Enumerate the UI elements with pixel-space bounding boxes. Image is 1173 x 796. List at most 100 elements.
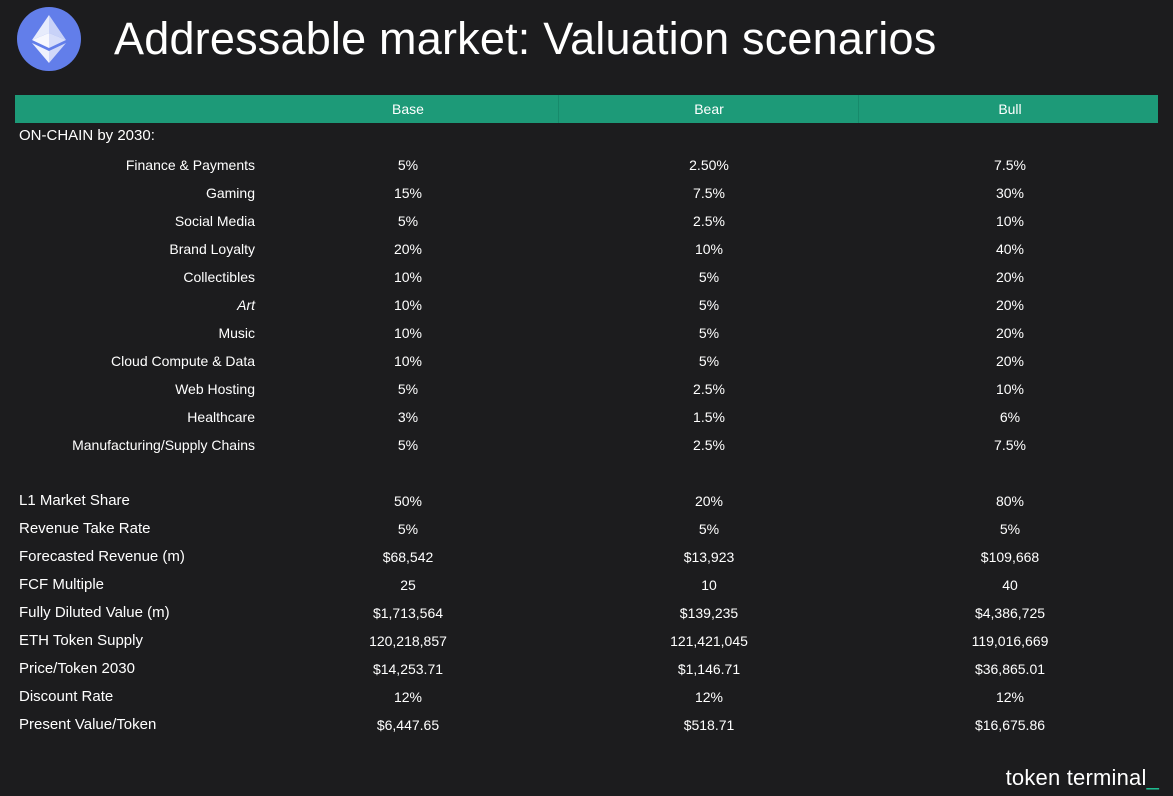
table-row: Finance & Payments 5% 2.50% 7.5% — [0, 151, 1173, 179]
brand-cursor: _ — [1146, 765, 1159, 790]
cell-base: 15% — [393, 185, 423, 201]
row-label: Brand Loyalty — [169, 241, 255, 257]
cell-base: 5% — [397, 213, 419, 229]
table-row: Price/Token 2030 $14,253.71 $1,146.71 $36,8… — [0, 655, 1173, 683]
cell-base: 12% — [393, 689, 423, 705]
cell-base: 10% — [393, 353, 423, 369]
row-label: Music — [218, 325, 255, 341]
cell-bull: 30% — [995, 185, 1025, 201]
ethereum-icon — [32, 15, 66, 63]
cell-base: 50% — [393, 493, 423, 509]
cell-bull: 10% — [995, 213, 1025, 229]
table-row: Social Media 5% 2.5% 10% — [0, 207, 1173, 235]
cell-bear: 1.5% — [693, 409, 725, 425]
cell-bear: 5% — [698, 325, 720, 341]
cell-base: 10% — [393, 297, 423, 313]
row-label: Present Value/Token — [19, 716, 157, 733]
cell-bear: 121,421,045 — [670, 633, 748, 649]
row-label: Web Hosting — [175, 381, 255, 397]
table-row: Music 10% 5% 20% — [0, 319, 1173, 347]
cell-bull: 7.5% — [994, 157, 1026, 173]
cell-base: 3% — [397, 409, 419, 425]
cell-bear: 12% — [694, 689, 724, 705]
row-label: Art — [237, 297, 255, 313]
cell-bear: 10% — [694, 241, 724, 257]
cell-bull: $16,675.86 — [974, 717, 1046, 733]
cell-bull: 7.5% — [994, 437, 1026, 453]
table-row: Gaming 15% 7.5% 30% — [0, 179, 1173, 207]
cell-bear: 5% — [698, 297, 720, 313]
cell-bull: 12% — [995, 689, 1025, 705]
cell-bear: $1,146.71 — [677, 661, 741, 677]
cell-base: 5% — [397, 381, 419, 397]
table-row: Revenue Take Rate 5% 5% 5% — [0, 515, 1173, 543]
cell-bear: 5% — [698, 269, 720, 285]
cell-bull: 20% — [995, 269, 1025, 285]
table-row: L1 Market Share 50% 20% 80% — [0, 487, 1173, 515]
cell-bull: 5% — [999, 521, 1021, 537]
cell-bear: $518.71 — [683, 717, 735, 733]
table-row: Brand Loyalty 20% 10% 40% — [0, 235, 1173, 263]
cell-base: 120,218,857 — [369, 633, 447, 649]
row-label: Discount Rate — [19, 688, 114, 705]
cell-bull: 20% — [995, 353, 1025, 369]
cell-bull: 20% — [995, 297, 1025, 313]
table-header: Base Bear Bull — [15, 95, 1158, 123]
cell-bear: 2.50% — [689, 157, 729, 173]
column-header-bear: Bear — [694, 101, 724, 117]
cell-base: 10% — [393, 269, 423, 285]
row-label: FCF Multiple — [19, 576, 105, 593]
row-label: Revenue Take Rate — [19, 520, 151, 537]
section-label: ON-CHAIN by 2030: — [19, 127, 155, 144]
cell-base: $6,447.65 — [376, 717, 440, 733]
cell-base: $1,713,564 — [372, 605, 444, 621]
row-label: Healthcare — [187, 409, 255, 425]
row-label: Finance & Payments — [125, 157, 255, 173]
cell-base: $68,542 — [382, 549, 434, 565]
brand-text: token terminal — [1005, 765, 1147, 790]
cell-bear: 5% — [698, 353, 720, 369]
table-row: Present Value/Token $6,447.65 $518.71 $16,6… — [0, 711, 1173, 739]
cell-base: $14,253.71 — [372, 661, 444, 677]
cell-base: 20% — [393, 241, 423, 257]
cell-bull: $109,668 — [980, 549, 1040, 565]
row-label: Cloud Compute & Data — [111, 353, 255, 369]
table-row: Discount Rate 12% 12% 12% — [0, 683, 1173, 711]
cell-base: 10% — [393, 325, 423, 341]
row-label: Collectibles — [183, 269, 255, 285]
cell-bear: $139,235 — [679, 605, 739, 621]
table-row: Healthcare 3% 1.5% 6% — [0, 403, 1173, 431]
cell-base: 5% — [397, 437, 419, 453]
cell-bear: 5% — [698, 521, 720, 537]
row-label: Forecasted Revenue (m) — [19, 548, 185, 565]
row-label: Manufacturing/Supply Chains — [72, 437, 255, 453]
brand-logo: token terminal_ — [1006, 764, 1159, 792]
cell-bull: $4,386,725 — [974, 605, 1046, 621]
cell-bull: 119,016,669 — [971, 633, 1049, 649]
cell-bear: 7.5% — [693, 185, 725, 201]
row-label: Social Media — [174, 213, 255, 229]
table-row: Fully Diluted Value (m) $1,713,564 $139,23… — [0, 599, 1173, 627]
cell-bear: 2.5% — [693, 437, 725, 453]
row-label: L1 Market Share — [19, 492, 130, 509]
row-label: Price/Token 2030 — [19, 660, 135, 677]
cell-bull: 80% — [995, 493, 1025, 509]
cell-bull: 6% — [999, 409, 1021, 425]
table-row: Collectibles 10% 5% 20% — [0, 263, 1173, 291]
row-label: Fully Diluted Value (m) — [19, 604, 170, 621]
cell-bear: $13,923 — [683, 549, 735, 565]
column-header-base: Base — [392, 101, 424, 117]
cell-bear: 20% — [694, 493, 724, 509]
ethereum-logo — [17, 7, 81, 71]
table-row: Art 10% 5% 20% — [0, 291, 1173, 319]
column-separator — [558, 95, 559, 123]
cell-bull: 40 — [1002, 577, 1018, 593]
column-header-bull: Bull — [998, 101, 1022, 117]
row-label: Gaming — [205, 185, 255, 201]
cell-bull: $36,865.01 — [974, 661, 1046, 677]
table-row: Forecasted Revenue (m) $68,542 $13,923 $109… — [0, 543, 1173, 571]
column-separator — [858, 95, 859, 123]
table-row: Web Hosting 5% 2.5% 10% — [0, 375, 1173, 403]
cell-base: 5% — [397, 157, 419, 173]
cell-base: 25 — [400, 577, 416, 593]
